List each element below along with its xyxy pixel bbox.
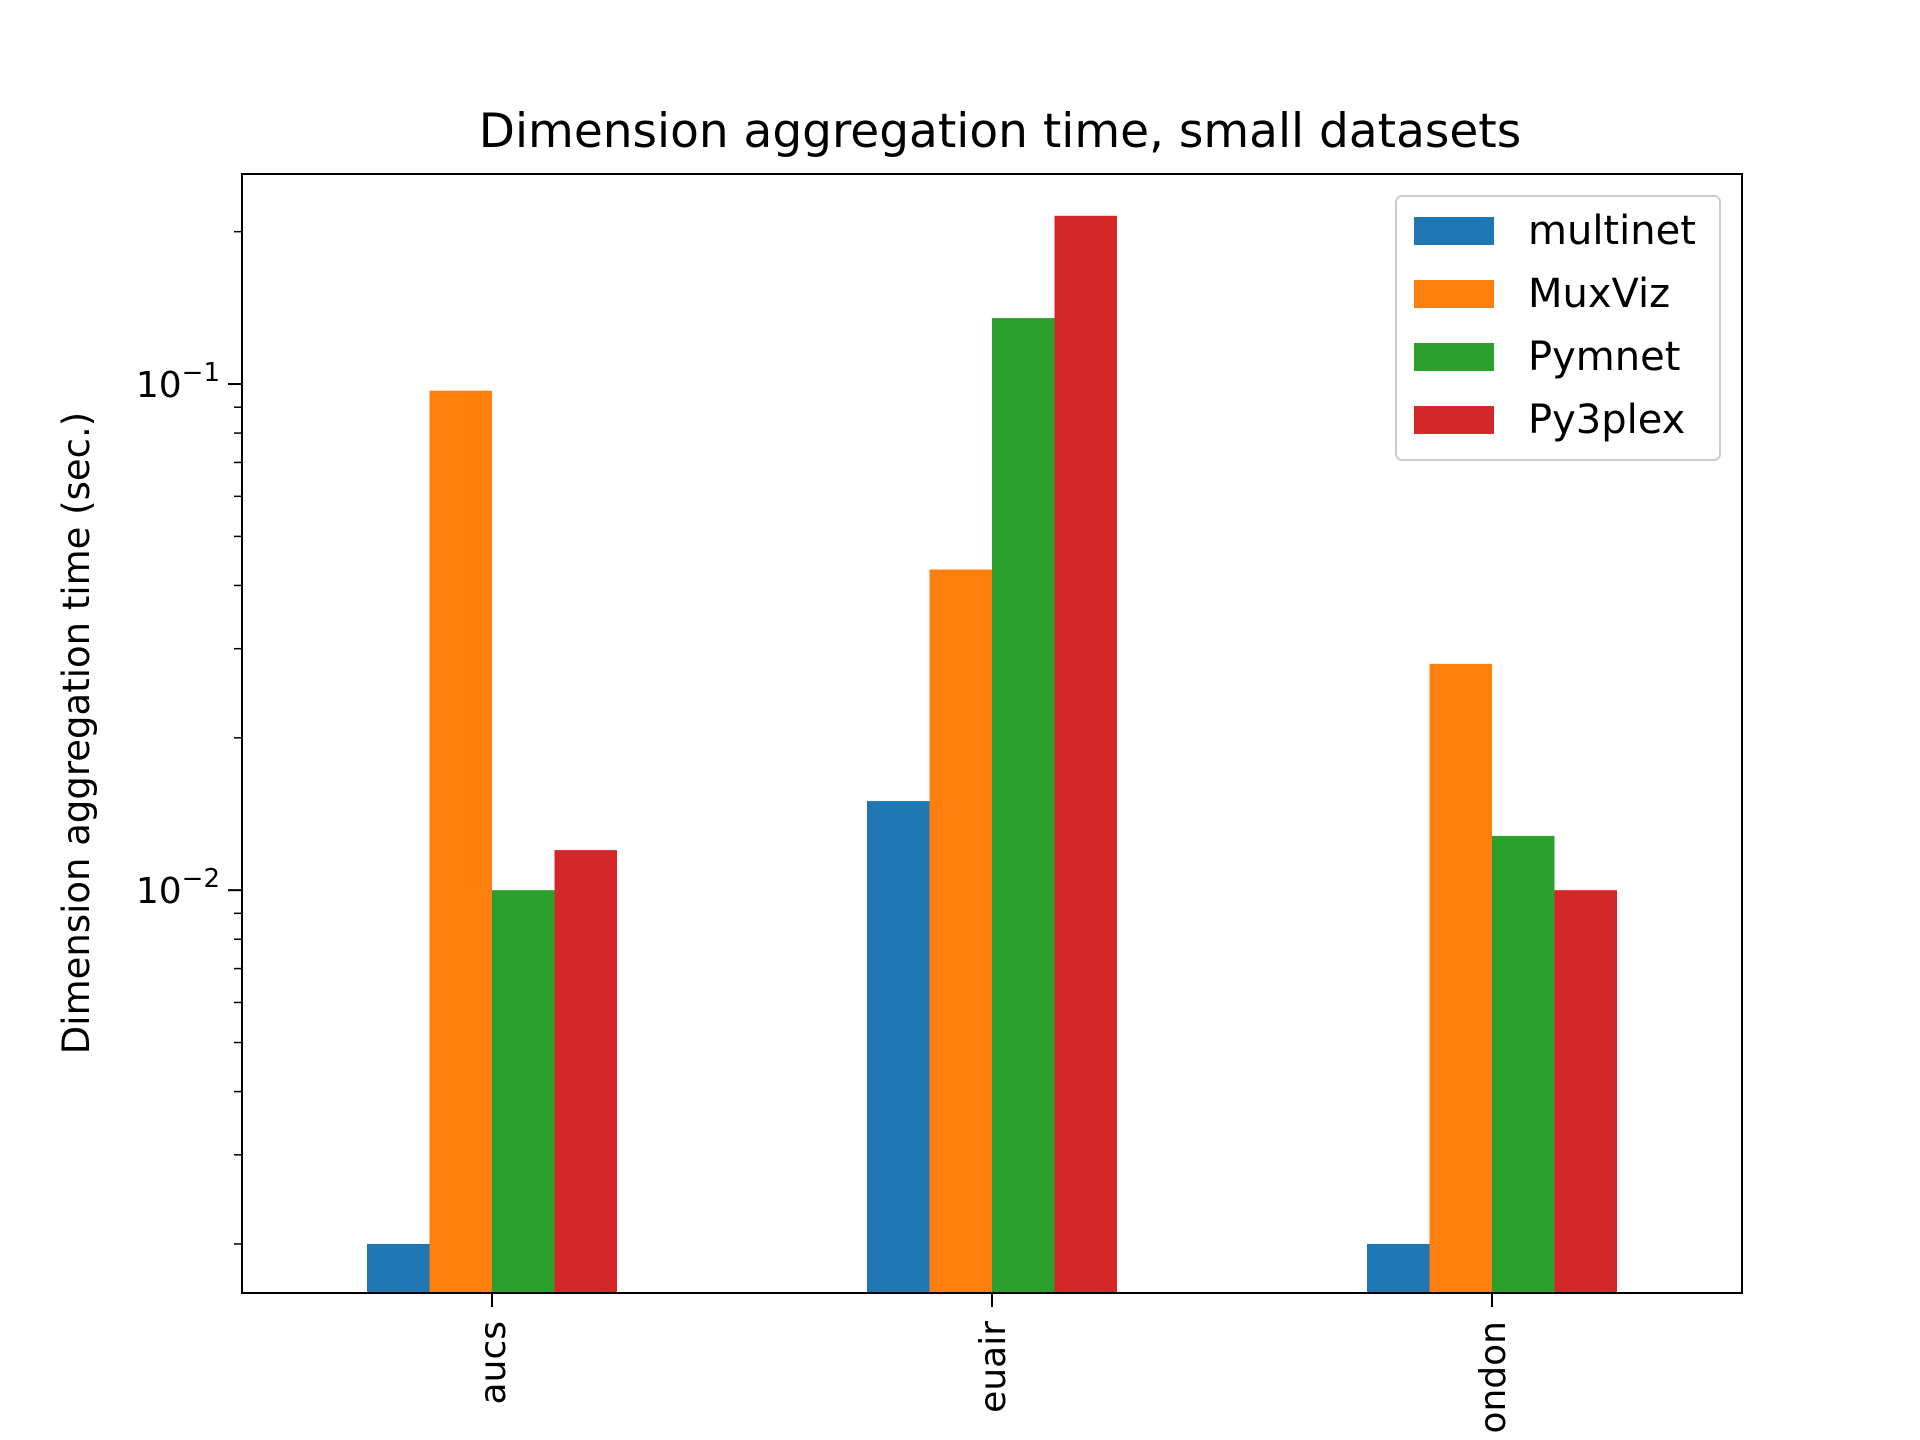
bar-py3plex-euair xyxy=(1054,215,1117,1293)
y-axis-label: Dimension aggregation time (sec.) xyxy=(55,412,98,1054)
legend-swatch-py3plex xyxy=(1414,406,1494,434)
legend-swatch-muxviz xyxy=(1414,280,1494,308)
bar-multinet-euair xyxy=(867,801,930,1293)
legend-box xyxy=(1395,195,1721,461)
y-tick-label: 10−2 xyxy=(136,864,220,912)
bar-py3plex-london xyxy=(1554,890,1617,1293)
bar-pymnet-euair xyxy=(992,318,1055,1293)
x-tick-label-aucs: aucs xyxy=(473,1321,514,1404)
bar-py3plex-aucs xyxy=(554,850,617,1293)
axes-layer: 10−1 10−2 aucs euair ondon xyxy=(136,173,1743,1434)
x-tick-label-london: ondon xyxy=(1473,1321,1514,1434)
bar-muxviz-aucs xyxy=(429,390,492,1294)
legend-label-py3plex: Py3plex xyxy=(1528,397,1685,443)
legend-label-pymnet: Pymnet xyxy=(1528,334,1680,380)
bar-multinet-aucs xyxy=(367,1243,430,1293)
bars-layer xyxy=(367,215,1617,1294)
x-tick-label-euair: euair xyxy=(973,1321,1014,1413)
bar-muxviz-euair xyxy=(929,569,992,1293)
chart-title: Dimension aggregation time, small datase… xyxy=(479,104,1521,159)
bar-multinet-london xyxy=(1367,1243,1430,1293)
legend-label-muxviz: MuxViz xyxy=(1528,271,1670,317)
bar-pymnet-london xyxy=(1492,835,1555,1293)
legend-swatch-pymnet xyxy=(1414,343,1494,371)
legend-label-multinet: multinet xyxy=(1528,208,1696,254)
legend-swatch-multinet xyxy=(1414,217,1494,245)
bar-pymnet-aucs xyxy=(492,890,555,1293)
y-tick-label: 10−1 xyxy=(136,358,220,406)
bar-muxviz-london xyxy=(1429,663,1492,1293)
legend: multinet MuxViz Pymnet Py3plex xyxy=(1395,195,1721,461)
